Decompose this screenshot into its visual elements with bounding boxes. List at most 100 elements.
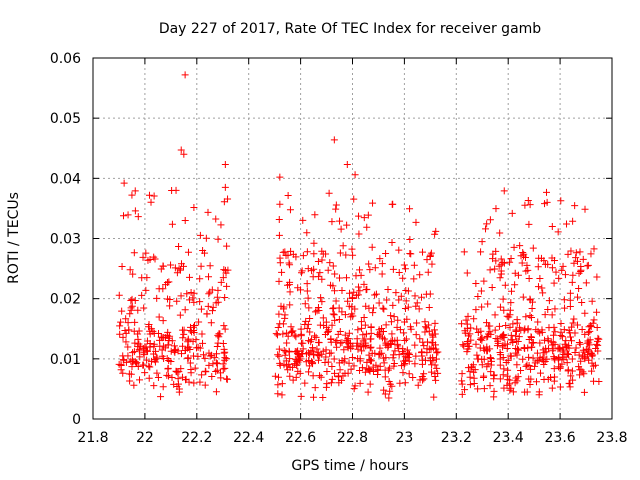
data-point <box>160 333 168 341</box>
data-point <box>221 294 229 302</box>
data-point <box>350 288 358 296</box>
data-point <box>376 344 384 352</box>
data-point <box>335 379 343 387</box>
data-point <box>355 212 363 220</box>
data-point <box>276 173 284 181</box>
data-point <box>570 259 578 267</box>
data-point <box>185 273 193 281</box>
data-point <box>536 369 544 377</box>
data-point <box>406 250 414 258</box>
data-point <box>132 359 140 367</box>
data-point <box>588 367 596 375</box>
data-point <box>158 352 166 360</box>
data-point <box>461 386 469 394</box>
data-point <box>566 333 574 341</box>
data-point <box>143 274 151 282</box>
data-point <box>588 352 596 360</box>
data-point <box>534 318 542 326</box>
data-point <box>354 283 362 291</box>
data-point <box>374 366 382 374</box>
data-point <box>203 310 211 318</box>
data-point <box>467 336 475 344</box>
data-point <box>177 146 185 154</box>
data-point <box>136 353 144 361</box>
x-tick-label: 23.8 <box>596 430 627 446</box>
data-point <box>208 307 216 315</box>
data-point <box>331 287 339 295</box>
data-point <box>431 341 439 349</box>
data-point <box>405 357 413 365</box>
data-point <box>153 294 161 302</box>
data-point <box>345 329 353 337</box>
data-point <box>347 365 355 373</box>
data-point <box>311 211 319 219</box>
data-point <box>181 306 189 314</box>
data-point <box>154 373 162 381</box>
data-point <box>380 359 388 367</box>
data-point <box>214 298 222 306</box>
data-point <box>541 357 549 365</box>
data-point <box>595 377 603 385</box>
data-point <box>593 340 601 348</box>
data-point <box>334 330 342 338</box>
data-point <box>497 270 505 278</box>
data-point <box>376 350 384 358</box>
data-point <box>124 211 132 219</box>
data-point <box>467 324 475 332</box>
data-point <box>426 252 434 260</box>
data-point <box>502 322 510 330</box>
data-point <box>311 332 319 340</box>
data-point <box>364 211 372 219</box>
data-point <box>332 201 340 209</box>
data-point <box>314 356 322 364</box>
data-point <box>286 301 294 309</box>
data-point <box>400 329 408 337</box>
data-point <box>335 359 343 367</box>
data-point <box>115 291 123 299</box>
data-point <box>555 274 563 282</box>
data-point <box>379 304 387 312</box>
data-point <box>401 337 409 345</box>
data-point <box>308 358 316 366</box>
data-point <box>289 376 297 384</box>
data-point <box>579 346 587 354</box>
data-point <box>331 316 339 324</box>
data-point <box>496 361 504 369</box>
data-point <box>145 320 153 328</box>
data-point <box>466 373 474 381</box>
data-point <box>548 341 556 349</box>
data-point <box>293 361 301 369</box>
data-point <box>465 342 473 350</box>
data-point <box>400 261 408 269</box>
data-point <box>130 249 138 257</box>
data-point <box>370 304 378 312</box>
data-point <box>314 273 322 281</box>
data-point <box>569 376 577 384</box>
data-point <box>192 344 200 352</box>
data-point <box>412 352 420 360</box>
data-point <box>335 274 343 282</box>
data-point <box>428 330 436 338</box>
data-point <box>335 372 343 380</box>
data-point <box>557 319 565 327</box>
data-point <box>327 379 335 387</box>
data-point <box>533 349 541 357</box>
data-point <box>295 356 303 364</box>
data-point <box>184 336 192 344</box>
data-point <box>155 285 163 293</box>
data-point <box>531 362 539 370</box>
data-point <box>532 378 540 386</box>
data-point <box>158 346 166 354</box>
data-point <box>472 340 480 348</box>
data-point <box>425 303 433 311</box>
data-point <box>128 363 136 371</box>
data-point <box>315 339 323 347</box>
data-point <box>561 271 569 279</box>
data-point <box>347 345 355 353</box>
x-tick-label: 22.6 <box>285 430 316 446</box>
data-point <box>124 343 132 351</box>
data-point <box>574 257 582 265</box>
data-point <box>390 313 398 321</box>
data-point <box>284 251 292 259</box>
data-point <box>585 347 593 355</box>
